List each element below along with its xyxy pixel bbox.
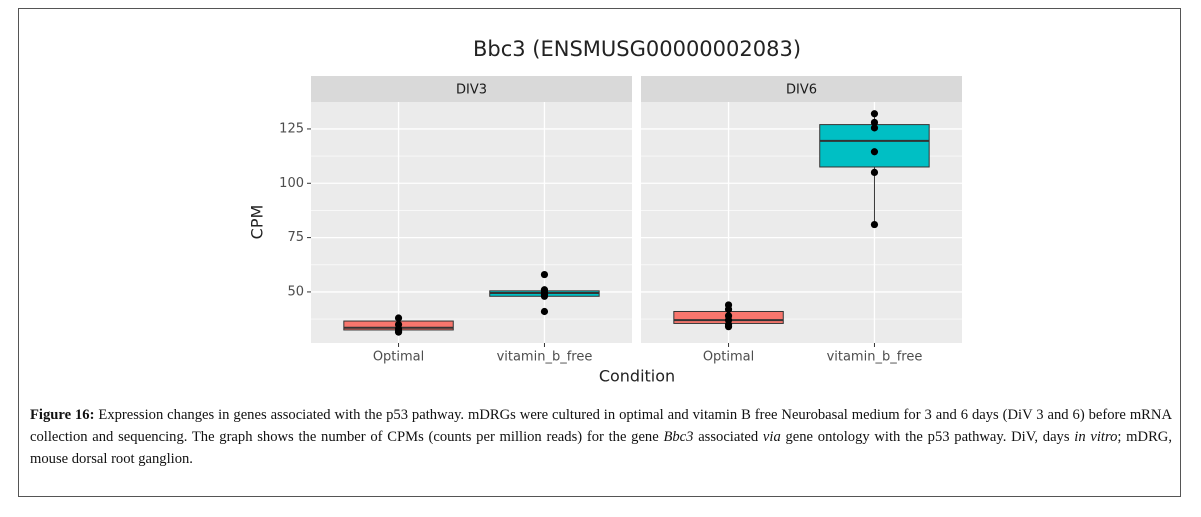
data-point xyxy=(540,292,549,300)
data-point xyxy=(724,305,733,313)
y-tick-label: 75 xyxy=(287,230,304,245)
data-point xyxy=(870,168,879,177)
caption: Figure 16: Expression changes in genes a… xyxy=(30,404,1172,470)
data-point xyxy=(394,314,403,322)
data-point xyxy=(870,118,879,127)
data-point xyxy=(870,220,879,229)
caption-segment: gene ontology with the p53 pathway. DiV,… xyxy=(780,429,1075,445)
y-tick-label: 50 xyxy=(287,284,304,299)
y-tick-label: 125 xyxy=(279,121,304,136)
caption-segment: ; mDRG, mouse dorsal root ganglion. xyxy=(30,429,1172,467)
data-point xyxy=(724,323,733,331)
data-point xyxy=(540,307,549,316)
x-tick-label: vitamin_b_free xyxy=(827,350,923,365)
facet-strip xyxy=(641,76,962,102)
x-tick-label: Optimal xyxy=(373,350,424,365)
panel-background xyxy=(311,102,632,343)
y-axis-label: CPM xyxy=(248,205,267,240)
x-axis-label: Condition xyxy=(599,367,675,386)
figure-frame xyxy=(18,8,1181,497)
caption-segment: associated xyxy=(693,429,763,445)
data-point xyxy=(870,148,879,156)
caption-segment: Bbc3 xyxy=(663,429,694,445)
box xyxy=(819,124,930,168)
caption-segment: Figure 16: xyxy=(30,407,95,423)
facet-label: DIV6 xyxy=(786,83,817,98)
caption-segment: via xyxy=(762,429,781,445)
data-point xyxy=(394,328,403,336)
chart: Bbc3 (ENSMUSG00000002083) Condition CPM … xyxy=(248,37,962,386)
facet-label: DIV3 xyxy=(456,83,487,98)
y-tick-label: 100 xyxy=(279,176,304,191)
facet-strip xyxy=(311,76,632,102)
chart-title: Bbc3 (ENSMUSG00000002083) xyxy=(473,37,801,61)
caption-segment: in vitro xyxy=(1074,429,1118,445)
x-tick-label: vitamin_b_free xyxy=(497,350,593,365)
data-point xyxy=(870,124,879,132)
data-point xyxy=(870,110,879,118)
data-point xyxy=(540,270,549,279)
x-tick-label: Optimal xyxy=(703,350,754,365)
caption-segment: Expression changes in genes associated w… xyxy=(30,407,1172,445)
